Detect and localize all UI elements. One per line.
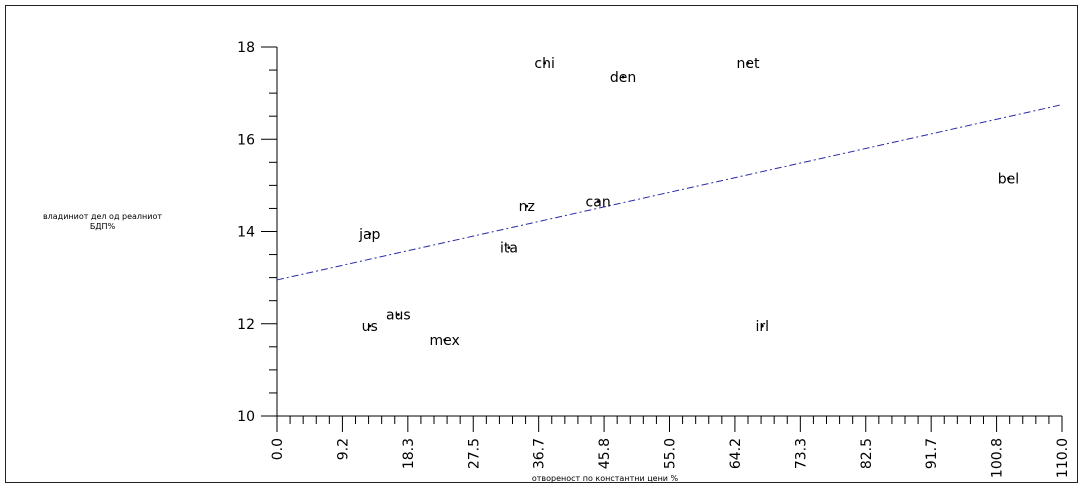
data-point-label: jap: [358, 227, 380, 243]
x-tick-label: 91.7: [924, 438, 940, 469]
y-tick-label: 16: [237, 132, 255, 148]
data-point-aus: aus: [386, 308, 411, 324]
data-point-label: nz: [519, 199, 535, 215]
y-tick-label: 12: [237, 317, 255, 333]
data-point-bel: bel: [998, 171, 1019, 187]
data-point-chi: chi: [534, 56, 554, 72]
data-point-marker: [760, 324, 764, 328]
y-tick-label: 18: [237, 40, 255, 56]
axes: 10 12 14 16 18 0.0 9.2 18.3 27.5 36.7 45.8 55.0 64.2…: [237, 40, 1071, 478]
data-point-mex: mex: [430, 333, 460, 349]
data-point-ita: ita: [500, 241, 518, 257]
data-point-label: bel: [998, 171, 1019, 187]
data-point-marker: [396, 313, 400, 316]
data-point-label: ita: [500, 241, 518, 257]
x-axis-label: отвореност по константни цени %: [480, 474, 730, 483]
data-point-irl: irl: [755, 319, 769, 335]
x-tick-label: 100.8: [990, 438, 1006, 478]
data-point-label: mex: [430, 333, 460, 349]
data-point-marker: [746, 61, 750, 65]
y-tick-label: 14: [237, 225, 255, 241]
y-tick-label: 10: [237, 409, 255, 425]
data-point-label: us: [362, 319, 378, 335]
fit-line: [276, 104, 1063, 281]
data-point-den: den: [610, 70, 636, 86]
data-point-nz: nz: [519, 199, 535, 215]
x-tick-label: 73.3: [793, 438, 809, 469]
data-point-label: chi: [534, 56, 554, 72]
x-tick-label: 0.0: [270, 438, 286, 460]
data-point-marker: [621, 75, 625, 79]
data-point-us: us: [362, 319, 378, 335]
data-point-label: irl: [755, 319, 769, 335]
x-tick-label: 45.8: [597, 438, 613, 469]
x-tick-label: 110.0: [1055, 438, 1071, 478]
data-point-label: aus: [386, 308, 411, 324]
y-axis-label-line-2: БДП%: [89, 222, 116, 231]
data-point-label: den: [610, 70, 636, 86]
fit-line-group: [276, 104, 1063, 281]
data-point-marker: [1007, 177, 1010, 180]
x-tick-label: 27.5: [466, 438, 482, 469]
data-point-marker: [368, 324, 372, 328]
x-tick-label: 82.5: [859, 438, 875, 469]
x-axis-label-text: отвореност по константни цени %: [531, 474, 679, 483]
y-axis-label: владиниот дел од реалниот БДП%: [20, 212, 185, 232]
data-point-label: net: [737, 56, 760, 72]
data-point-jap: jap: [358, 227, 380, 243]
data-point-can: can: [586, 195, 611, 211]
x-tick-label: 36.7: [532, 438, 548, 469]
data-point-marker: [525, 204, 529, 208]
data-point-marker: [443, 338, 447, 342]
data-point-label: can: [586, 195, 611, 211]
data-point-net: net: [737, 56, 760, 72]
x-tick-label: 64.2: [728, 438, 744, 469]
data-point-marker: [596, 200, 600, 203]
x-tick-label: 55.0: [663, 438, 679, 469]
x-tick-label: 9.2: [335, 438, 351, 460]
data-point-marker: [543, 61, 547, 65]
chart-frame: [5, 5, 1078, 483]
data-point-marker: [368, 232, 372, 236]
x-tick-label: 18.3: [401, 438, 417, 469]
data-point-marker: [507, 246, 511, 250]
y-axis-label-line-1: владиниот дел од реалниот: [42, 212, 163, 221]
